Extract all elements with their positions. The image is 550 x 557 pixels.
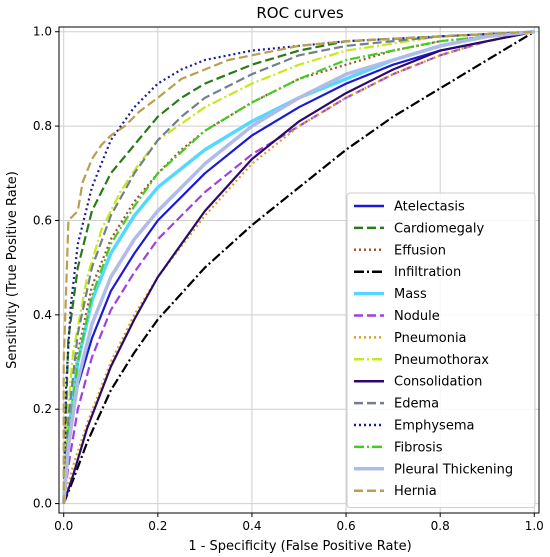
roc-curves [61, 29, 535, 505]
roc-curve-consolidation [62, 30, 535, 504]
legend-label: Edema [394, 397, 439, 412]
legend-label: Consolidation [394, 375, 482, 390]
roc-curve-edema [62, 30, 535, 504]
legend-label: Infiltration [394, 265, 461, 280]
roc-curve-hernia [62, 30, 535, 504]
legend-label: Pleural Thickening [394, 462, 513, 477]
legend-label: Fibrosis [394, 440, 443, 455]
x-tick-label: 0.2 [148, 519, 167, 533]
roc-curve-cardiomegaly [62, 30, 535, 504]
x-axis-label: 1 - Specificity (False Positive Rate) [188, 539, 411, 554]
x-tick-label: 0.8 [431, 519, 450, 533]
y-tick-label: 0.8 [33, 119, 52, 133]
x-tick-label: 0.0 [54, 519, 73, 533]
legend: Atelectasis Cardiomegaly Effusion Infiltrat… [346, 192, 536, 509]
y-tick-label: 1.0 [33, 25, 52, 39]
x-tick-label: 0.4 [242, 519, 261, 533]
y-tick-label: 0.4 [33, 308, 52, 322]
legend-box [346, 192, 536, 509]
roc-curve-infiltration [62, 30, 535, 505]
roc-curve-pleural-thickening [61, 29, 535, 504]
roc-curve-fibrosis [62, 30, 535, 504]
plot-frame [58, 26, 540, 514]
chart-title: ROC curves [256, 4, 343, 22]
legend-label: Pneumothorax [394, 353, 489, 368]
roc-curve-atelectasis [62, 30, 535, 504]
legend-label: Pneumonia [394, 331, 467, 346]
x-axis-ticks: 0.0 0.2 0.4 0.6 0.8 1.0 [54, 513, 544, 533]
y-axis-ticks: 0.0 0.2 0.4 0.6 0.8 1.0 [33, 25, 59, 511]
legend-label: Nodule [394, 309, 440, 324]
y-tick-label: 0.2 [33, 402, 52, 416]
roc-curve-nodule [62, 30, 535, 504]
y-axis-label: Sensitivity (True Positive Rate) [5, 171, 20, 369]
x-tick-label: 1.0 [525, 519, 544, 533]
legend-label: Hernia [394, 484, 437, 499]
legend-label: Mass [394, 287, 427, 302]
y-tick-label: 0.6 [33, 213, 52, 227]
x-tick-label: 0.6 [337, 519, 356, 533]
legend-label: Atelectasis [394, 200, 465, 215]
y-tick-label: 0.0 [33, 497, 52, 511]
legend-label: Effusion [394, 243, 446, 258]
legend-label: Emphysema [394, 419, 474, 434]
legend-label: Cardiomegaly [394, 221, 484, 236]
